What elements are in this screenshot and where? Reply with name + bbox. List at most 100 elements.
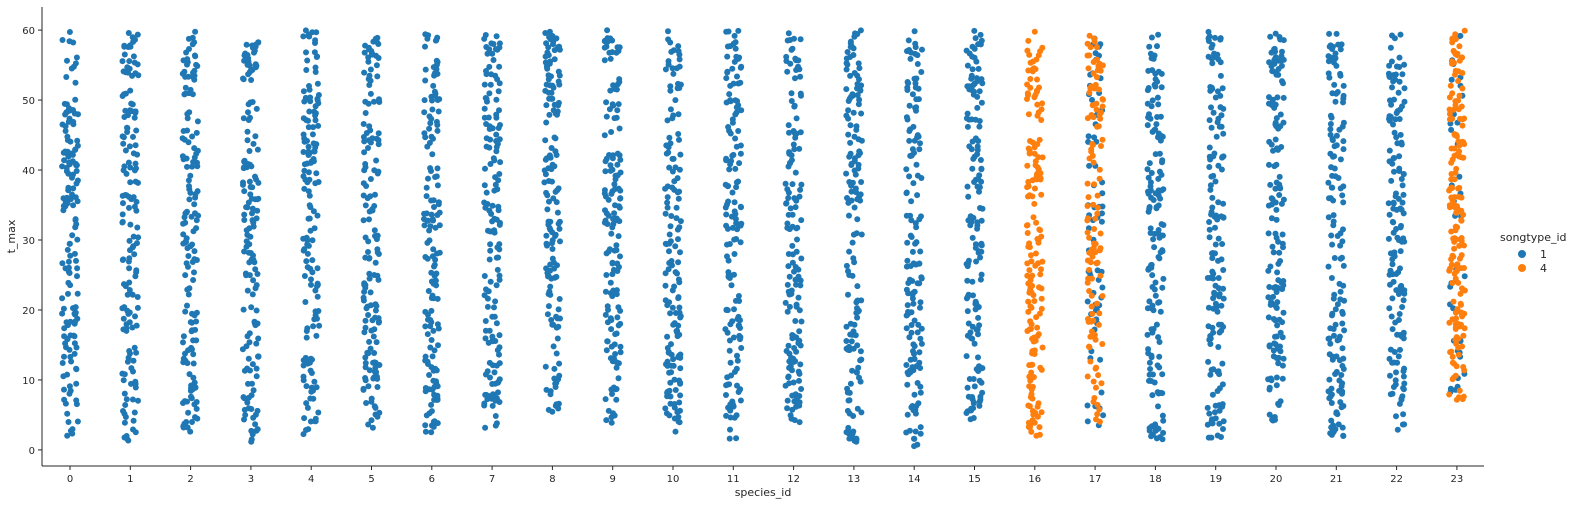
data-point (242, 412, 249, 418)
data-point (1213, 133, 1220, 140)
data-point (1216, 420, 1223, 427)
data-point (65, 279, 72, 286)
data-point (251, 49, 257, 56)
data-point (672, 97, 679, 104)
data-point (482, 424, 489, 431)
data-point (1459, 116, 1466, 123)
data-point (847, 139, 854, 146)
data-point (798, 318, 805, 325)
data-point (134, 224, 141, 231)
data-point (612, 386, 619, 393)
data-point (127, 221, 134, 228)
data-point (905, 37, 912, 44)
data-point (313, 141, 320, 148)
data-point (1340, 146, 1347, 153)
data-point (309, 131, 316, 138)
data-point (250, 387, 257, 394)
data-point (255, 353, 261, 360)
x-tick-label: 1 (127, 474, 133, 485)
data-point (969, 165, 976, 172)
data-point (1336, 336, 1342, 343)
data-point (974, 104, 981, 111)
data-point (372, 259, 379, 266)
data-point (1220, 214, 1227, 221)
data-point (603, 347, 610, 354)
data-point (181, 214, 188, 221)
data-point (1270, 347, 1277, 354)
data-point (843, 323, 850, 330)
data-point (857, 357, 864, 364)
data-point (63, 74, 70, 80)
data-point (1151, 244, 1158, 251)
data-point (724, 69, 731, 76)
data-point (857, 191, 864, 198)
data-point (671, 401, 678, 407)
data-point (1276, 185, 1283, 192)
data-point (854, 283, 861, 290)
data-point (1032, 262, 1039, 269)
legend-title: songtype_id (1500, 231, 1567, 244)
data-point (1036, 136, 1043, 143)
data-point (850, 109, 857, 116)
data-point (190, 360, 197, 367)
data-point (1400, 368, 1407, 375)
data-point (664, 389, 671, 396)
data-point (667, 238, 674, 245)
data-point (66, 105, 72, 112)
data-point (244, 137, 251, 144)
data-point (551, 365, 558, 372)
data-point (124, 358, 131, 365)
data-point (1461, 265, 1467, 271)
data-point (368, 398, 375, 405)
data-point (1460, 332, 1467, 339)
data-point (916, 146, 923, 153)
data-point (1340, 82, 1347, 89)
data-point (74, 418, 81, 425)
data-point (555, 220, 562, 227)
data-point (1027, 138, 1033, 144)
data-point (607, 167, 614, 174)
data-point (431, 384, 438, 390)
data-point (547, 291, 554, 298)
data-point (1027, 274, 1034, 281)
data-point (1271, 340, 1278, 347)
data-point (677, 407, 683, 414)
data-point (1217, 92, 1224, 99)
data-point (191, 76, 198, 83)
data-point (428, 337, 435, 343)
data-point (428, 401, 435, 408)
data-point (253, 282, 260, 289)
data-point (542, 137, 549, 144)
data-point (1153, 321, 1160, 328)
data-point (307, 395, 314, 402)
data-point (917, 365, 924, 371)
data-point (609, 271, 616, 278)
data-point (1086, 234, 1093, 241)
data-point (785, 342, 792, 349)
data-point (61, 353, 67, 360)
data-point (300, 33, 307, 40)
data-point (1148, 170, 1155, 176)
data-point (246, 241, 253, 248)
data-point (976, 188, 982, 195)
data-point (1460, 364, 1467, 370)
data-point (490, 391, 496, 398)
data-point (667, 379, 674, 386)
data-point (602, 168, 609, 175)
data-point (245, 109, 251, 116)
data-point (1026, 150, 1033, 157)
data-point (857, 348, 864, 355)
data-point (71, 110, 78, 117)
data-point (976, 363, 982, 370)
data-point (192, 191, 199, 198)
data-point (127, 43, 134, 50)
data-point (1091, 226, 1098, 232)
data-point (304, 264, 311, 271)
data-point (1460, 393, 1467, 400)
data-point (184, 163, 190, 170)
data-point (311, 49, 318, 56)
data-point (789, 406, 796, 413)
data-point (371, 98, 377, 105)
data-point (917, 335, 924, 342)
data-point (792, 169, 799, 176)
